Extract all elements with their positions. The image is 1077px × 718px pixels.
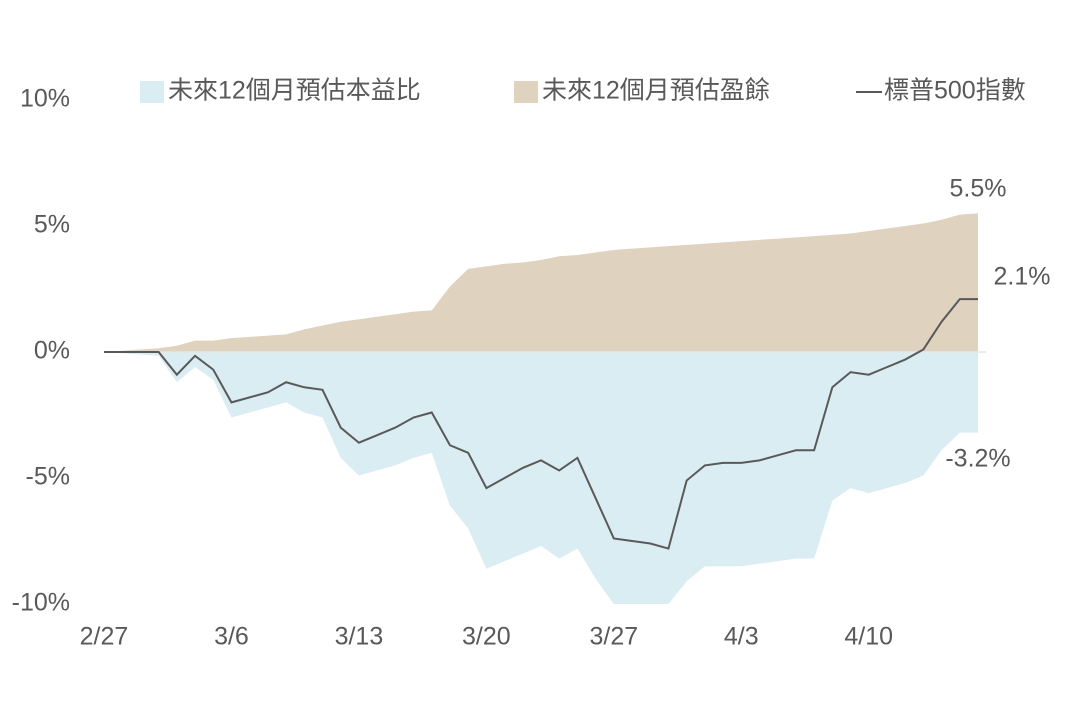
line [104, 298, 978, 550]
legend-label: 未來12個月預估盈餘 [542, 77, 770, 105]
y-tick-label: -10% [12, 589, 70, 617]
legend-swatch [140, 81, 164, 103]
legend-label: 未來12個月預估本益比 [168, 77, 421, 105]
x-tick-label: 3/13 [335, 623, 384, 651]
legend-swatch [514, 81, 538, 103]
value-label: -3.2% [945, 445, 1010, 473]
x-tick-label: 3/27 [589, 623, 638, 651]
area [104, 213, 978, 352]
y-tick-label: 5% [34, 211, 70, 239]
x-tick-label: 2/27 [80, 623, 129, 651]
x-tick-label: 3/6 [214, 623, 249, 651]
value-label: 2.1% [994, 263, 1051, 291]
y-tick-label: 0% [34, 337, 70, 365]
legend-label: 標普500指數 [884, 77, 1026, 105]
value-label: 5.5% [950, 175, 1007, 203]
x-tick-label: 4/3 [724, 623, 759, 651]
x-tick-label: 4/10 [844, 623, 893, 651]
y-tick-label: -5% [26, 463, 70, 491]
x-tick-label: 3/20 [462, 623, 511, 651]
y-tick-label: 10% [20, 85, 70, 113]
area [104, 352, 978, 604]
